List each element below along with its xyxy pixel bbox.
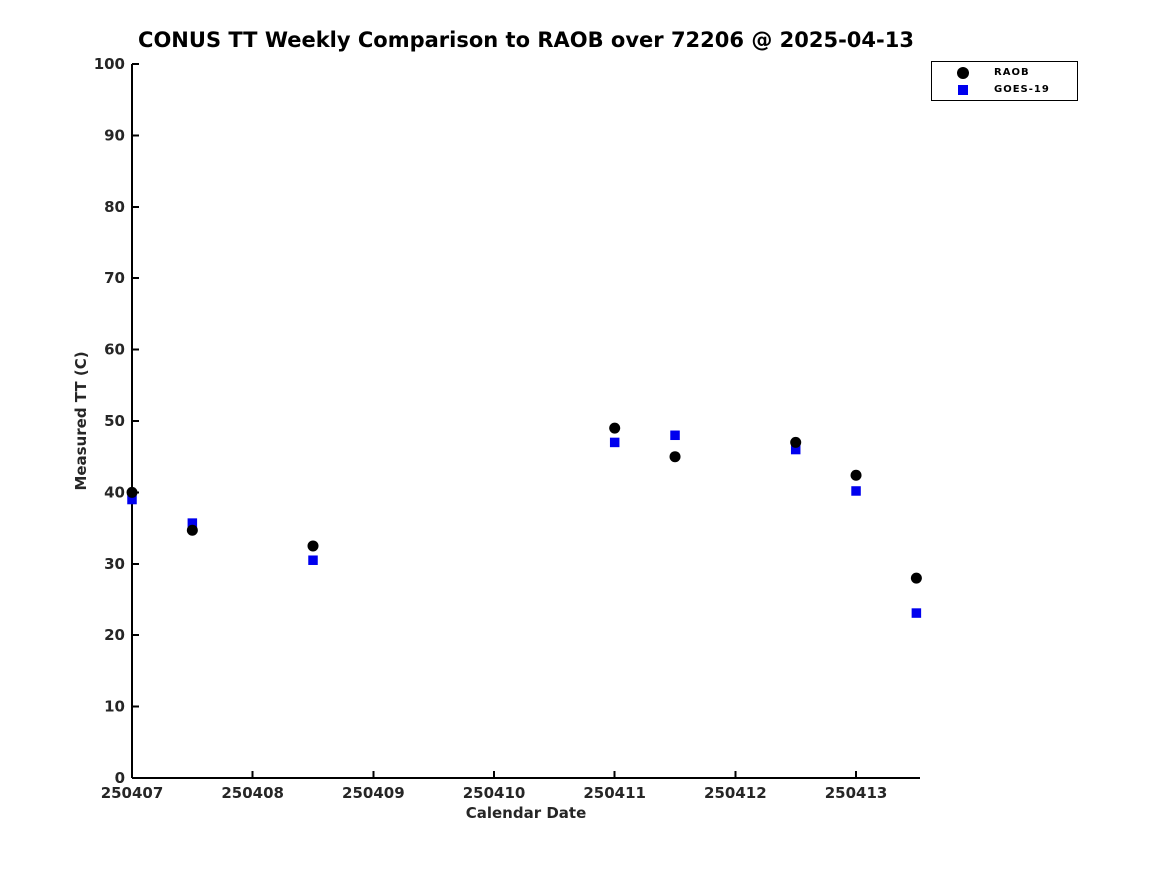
raob-data-point (669, 451, 681, 463)
y-tick-label: 90 (104, 126, 125, 144)
legend-label-goes19: GOES-19 (994, 84, 1050, 95)
y-tick-label: 100 (94, 55, 125, 73)
y-tick-label: 20 (104, 626, 125, 644)
legend-marker-cell (932, 66, 994, 79)
raob-data-point (186, 524, 198, 536)
goes19-data-point (187, 518, 198, 528)
y-tick-label: 50 (104, 412, 125, 430)
raob-data-point (910, 572, 922, 584)
x-tick-label: 250411 (583, 784, 646, 802)
raob-data-point (850, 469, 862, 481)
raob-data-point (307, 540, 319, 552)
legend-label-raob: RAOB (994, 67, 1030, 78)
y-tick-label: 60 (104, 341, 125, 359)
x-tick-label: 250409 (342, 784, 405, 802)
goes19-data-point (851, 486, 861, 496)
y-tick-label: 0 (115, 769, 125, 787)
x-tick-label: 250413 (825, 784, 888, 802)
legend-item-goes19: GOES-19 (932, 82, 1077, 97)
y-tick-label: 30 (104, 555, 125, 573)
y-tick-label: 80 (104, 198, 125, 216)
goes19-data-point (670, 430, 680, 441)
legend: RAOB GOES-19 (931, 61, 1078, 101)
goes19-square-marker-icon (958, 84, 968, 95)
raob-data-point (790, 436, 802, 448)
chart-title: CONUS TT Weekly Comparison to RAOB over … (138, 28, 914, 52)
y-tick-label: 70 (104, 269, 125, 287)
raob-circle-marker-icon (957, 66, 969, 79)
goes19-data-point (609, 437, 620, 448)
goes19-data-point (790, 444, 801, 455)
x-tick-label: 250412 (704, 784, 767, 802)
x-tick-label: 250407 (101, 784, 164, 802)
raob-data-point (609, 422, 621, 434)
goes19-data-point (127, 494, 137, 505)
y-tick-label: 40 (104, 483, 125, 501)
x-tick-label: 250410 (463, 784, 526, 802)
goes19-data-point (308, 555, 318, 565)
legend-marker-cell (932, 84, 994, 95)
x-tick-label: 250408 (221, 784, 284, 802)
y-tick-label: 10 (104, 698, 125, 716)
raob-data-point (126, 486, 138, 498)
x-axis-label: Calendar Date (465, 804, 587, 822)
legend-item-raob: RAOB (932, 65, 1077, 80)
goes19-data-point (911, 608, 922, 618)
